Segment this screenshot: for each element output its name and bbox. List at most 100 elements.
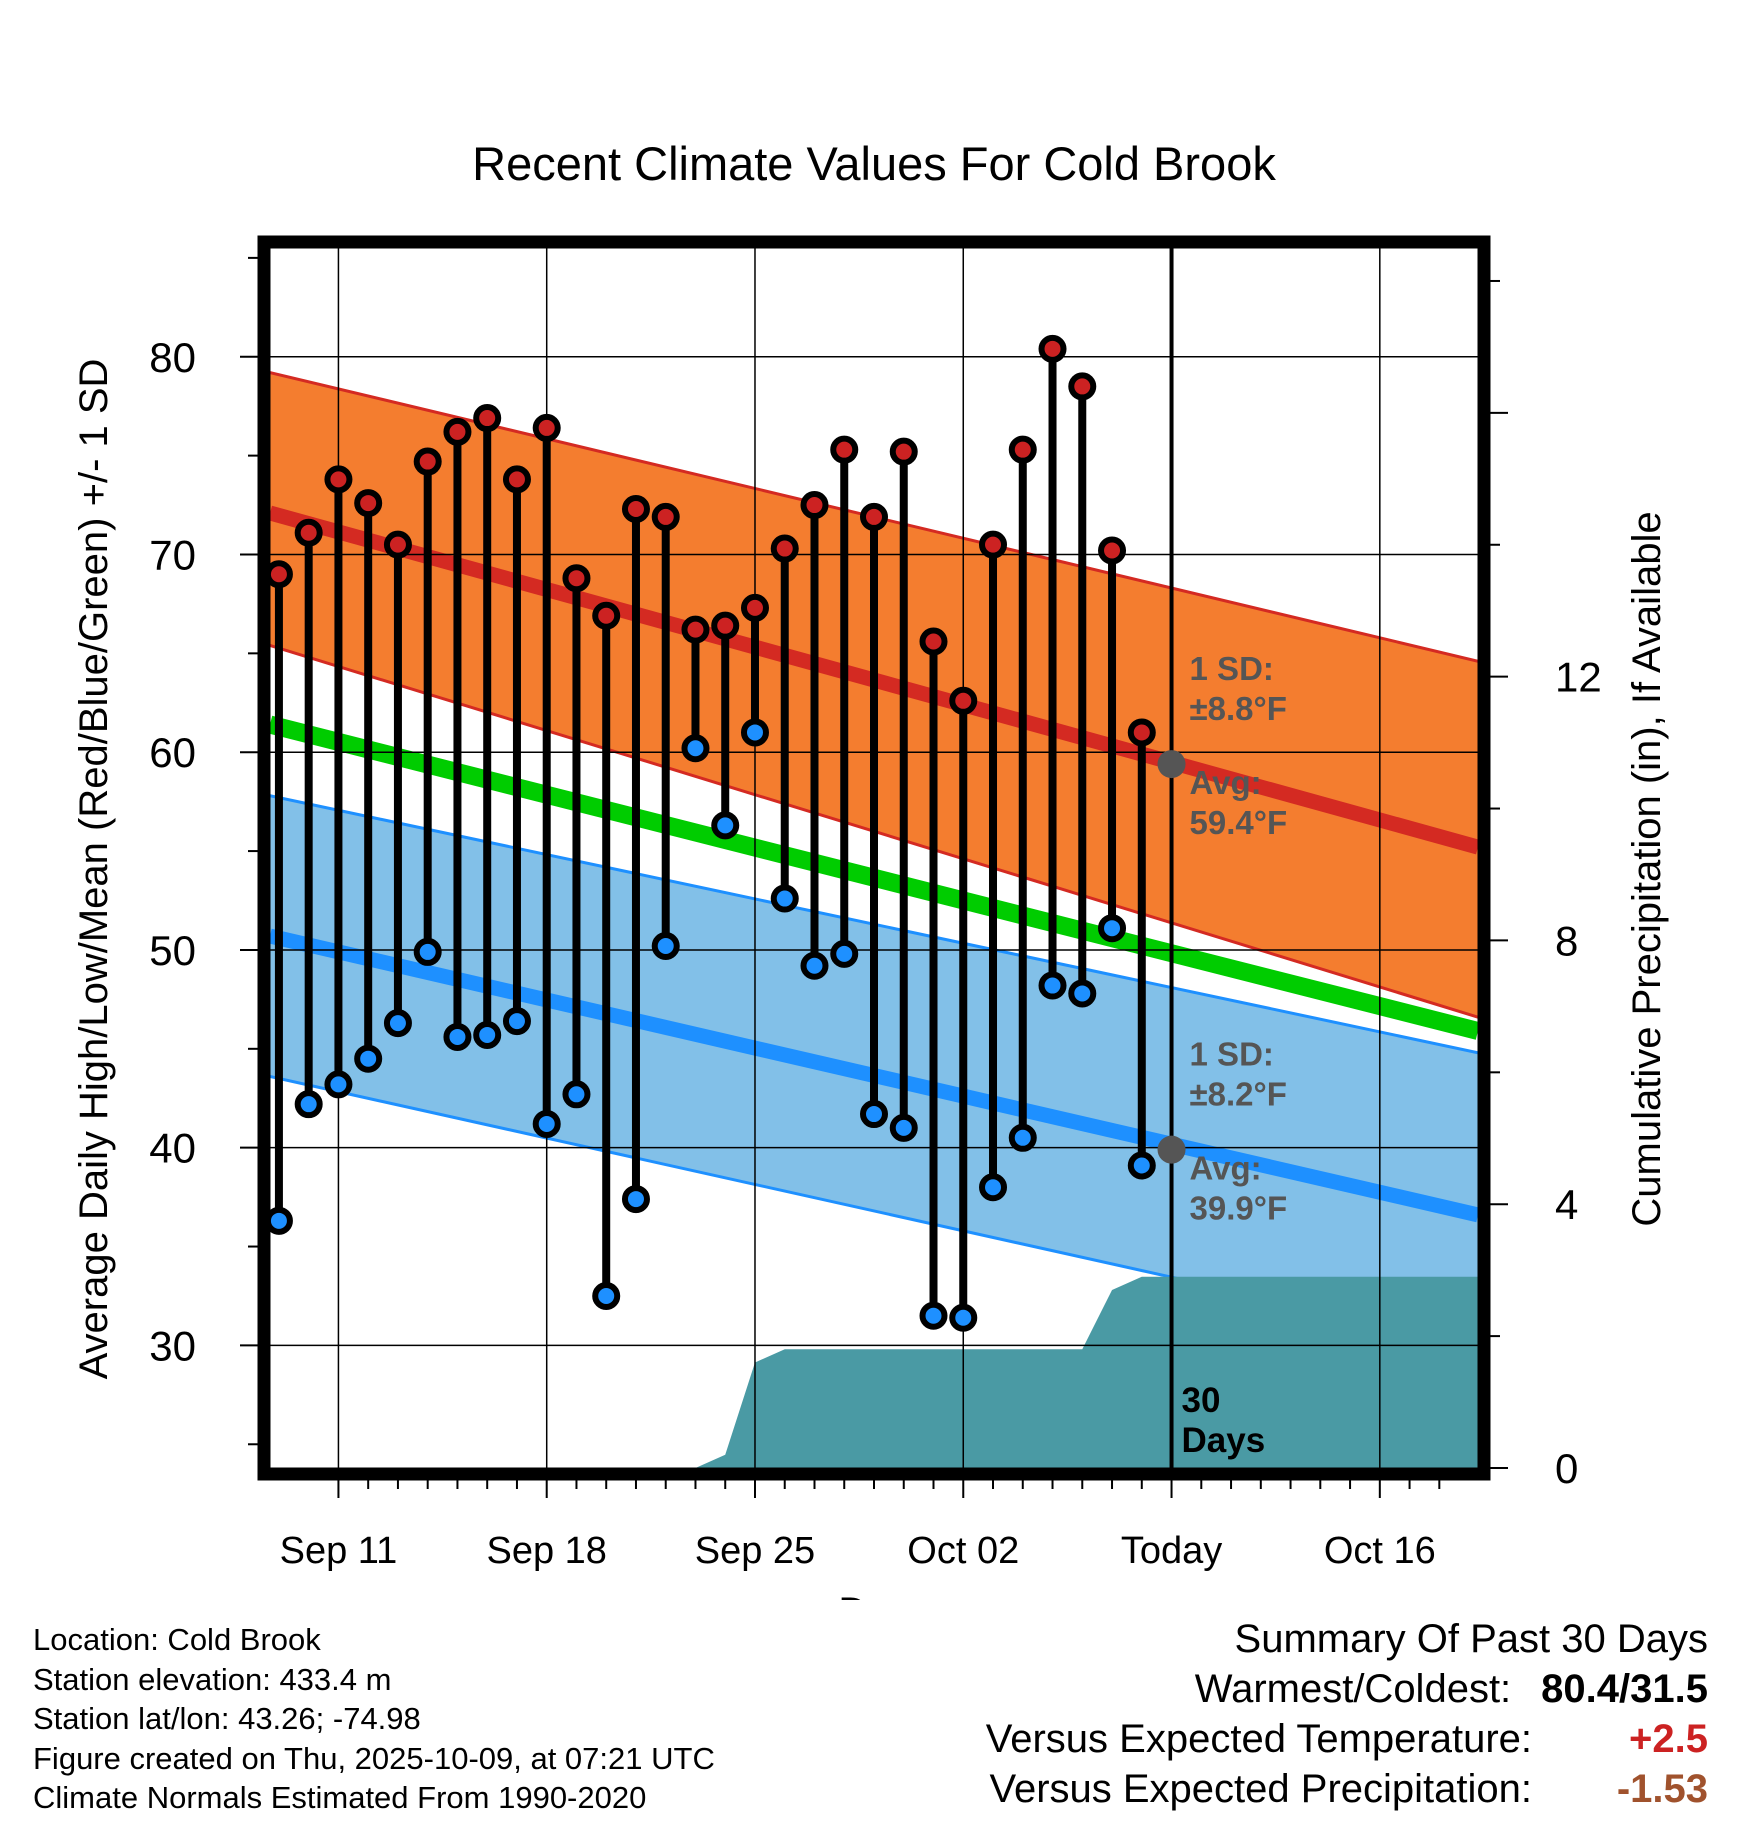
precip-anomaly-row: Versus Expected Precipitation: -1.53: [986, 1764, 1708, 1814]
low-point: [443, 1022, 472, 1051]
high-point: [830, 435, 859, 464]
y-tick-label: 70: [149, 531, 196, 578]
high-point: [1098, 536, 1127, 565]
low-point: [1008, 1123, 1037, 1152]
high-point: [1068, 372, 1097, 401]
low-avg-value: 39.9°F: [1190, 1190, 1288, 1227]
low-point: [1068, 979, 1097, 1008]
location-text: Location: Cold Brook: [33, 1622, 321, 1657]
period-label-unit: Days: [1182, 1421, 1266, 1460]
high-point: [562, 564, 591, 593]
summary-panel: Summary Of Past 30 Days Warmest/Coldest:…: [986, 1614, 1708, 1814]
high-point: [919, 627, 948, 656]
x-tick-label: Oct 16: [1324, 1530, 1436, 1572]
high-point: [473, 404, 502, 433]
y2-tick-label: 4: [1555, 1181, 1578, 1228]
y2-tick-label: 8: [1555, 917, 1578, 964]
x-tick-label: Sep 18: [486, 1530, 606, 1572]
precip-anomaly-label: Versus Expected Precipitation:: [989, 1767, 1532, 1811]
low-point: [294, 1090, 323, 1119]
created-text: Figure created on Thu, 2025-10-09, at 07…: [33, 1740, 715, 1776]
low-point: [860, 1100, 888, 1129]
y-axis-label: Average Daily High/Low/Mean (Red/Blue/Gr…: [72, 359, 116, 1380]
high-point: [502, 465, 531, 494]
warmest-coldest-label: Warmest/Coldest:: [1194, 1667, 1512, 1711]
low-point: [1098, 914, 1127, 943]
low-point: [949, 1303, 978, 1332]
climate-chart: Recent Climate Values For Cold Brook 1 S…: [72, 137, 1669, 1600]
high-point: [443, 417, 472, 446]
high-today-normal-marker: [1157, 750, 1186, 779]
normals-text: Climate Normals Estimated From 1990-2020: [33, 1780, 647, 1815]
y-tick-label: 60: [149, 729, 196, 776]
low-sd-label: 1 SD:: [1190, 1036, 1274, 1073]
low-point: [740, 718, 769, 747]
high-point: [383, 530, 412, 559]
high-sd-value: ±8.8°F: [1190, 690, 1287, 727]
x-tick-label: Sep 11: [280, 1530, 398, 1572]
latlon-text: Station lat/lon: 43.26; -74.98: [33, 1701, 421, 1736]
high-point: [860, 502, 888, 531]
low-point: [681, 734, 710, 763]
y-tick-label: 40: [149, 1125, 196, 1172]
x-tick-label: Today: [1121, 1530, 1222, 1572]
high-point: [651, 502, 680, 531]
high-point: [1127, 718, 1156, 747]
plot-content: [270, 248, 1478, 1468]
warmest-coldest-value: 80.4/31.5: [1541, 1667, 1708, 1711]
period-label-number: 30: [1182, 1381, 1221, 1420]
low-point: [1038, 971, 1067, 1000]
low-point: [354, 1044, 383, 1073]
high-point: [1038, 334, 1067, 363]
low-point: [532, 1109, 561, 1138]
high-point: [979, 530, 1008, 559]
high-point: [413, 447, 442, 476]
y-tick-label: 80: [149, 334, 196, 381]
x-tick-label: Sep 25: [695, 1530, 815, 1572]
high-point: [770, 534, 799, 563]
plot-frame: [257, 235, 1491, 1481]
high-point: [800, 491, 829, 520]
precip-area: [270, 1276, 1478, 1468]
high-point: [592, 601, 621, 630]
low-point: [270, 1206, 293, 1235]
low-point: [1127, 1151, 1156, 1180]
temp-anomaly-row: Versus Expected Temperature: +2.5: [986, 1714, 1708, 1764]
elevation-text: Station elevation: 433.4 m: [33, 1661, 392, 1697]
high-point: [949, 686, 978, 715]
low-point: [621, 1185, 650, 1214]
high-point: [294, 518, 323, 547]
low-point: [502, 1007, 531, 1036]
low-point: [770, 884, 799, 913]
low-point: [592, 1281, 621, 1310]
warmest-coldest-row: Warmest/Coldest: 80.4/31.5: [986, 1664, 1708, 1714]
high-point: [681, 615, 710, 644]
high-avg-label: Avg:: [1190, 764, 1262, 801]
y2-tick-label: 12: [1555, 654, 1602, 701]
high-point: [711, 611, 740, 640]
high-sd-label: 1 SD:: [1190, 650, 1274, 687]
high-point: [740, 593, 769, 622]
low-point: [651, 931, 680, 960]
low-avg-label: Avg:: [1190, 1150, 1262, 1187]
high-point: [270, 560, 293, 589]
station-info: Location: Cold Brook Station elevation: …: [33, 1620, 715, 1818]
low-point: [919, 1301, 948, 1330]
x-axis-label: Day: [838, 1590, 909, 1600]
low-point: [800, 951, 829, 980]
low-point: [383, 1009, 412, 1038]
summary-heading: Summary Of Past 30 Days: [1234, 1617, 1708, 1661]
chart-title: Recent Climate Values For Cold Brook: [472, 137, 1276, 190]
low-point: [324, 1070, 353, 1099]
y2-axis-label: Cumulative Precipitation (in), If Availa…: [1625, 511, 1669, 1226]
high-point: [354, 489, 383, 518]
low-point: [413, 937, 442, 966]
precip-anomaly-value: -1.53: [1616, 1767, 1708, 1811]
temp-anomaly-label: Versus Expected Temperature:: [985, 1717, 1532, 1761]
high-point: [889, 437, 918, 466]
high-point: [621, 495, 650, 524]
low-point: [830, 939, 859, 968]
high-point: [532, 413, 561, 442]
low-point: [473, 1020, 502, 1049]
low-point: [711, 811, 740, 840]
